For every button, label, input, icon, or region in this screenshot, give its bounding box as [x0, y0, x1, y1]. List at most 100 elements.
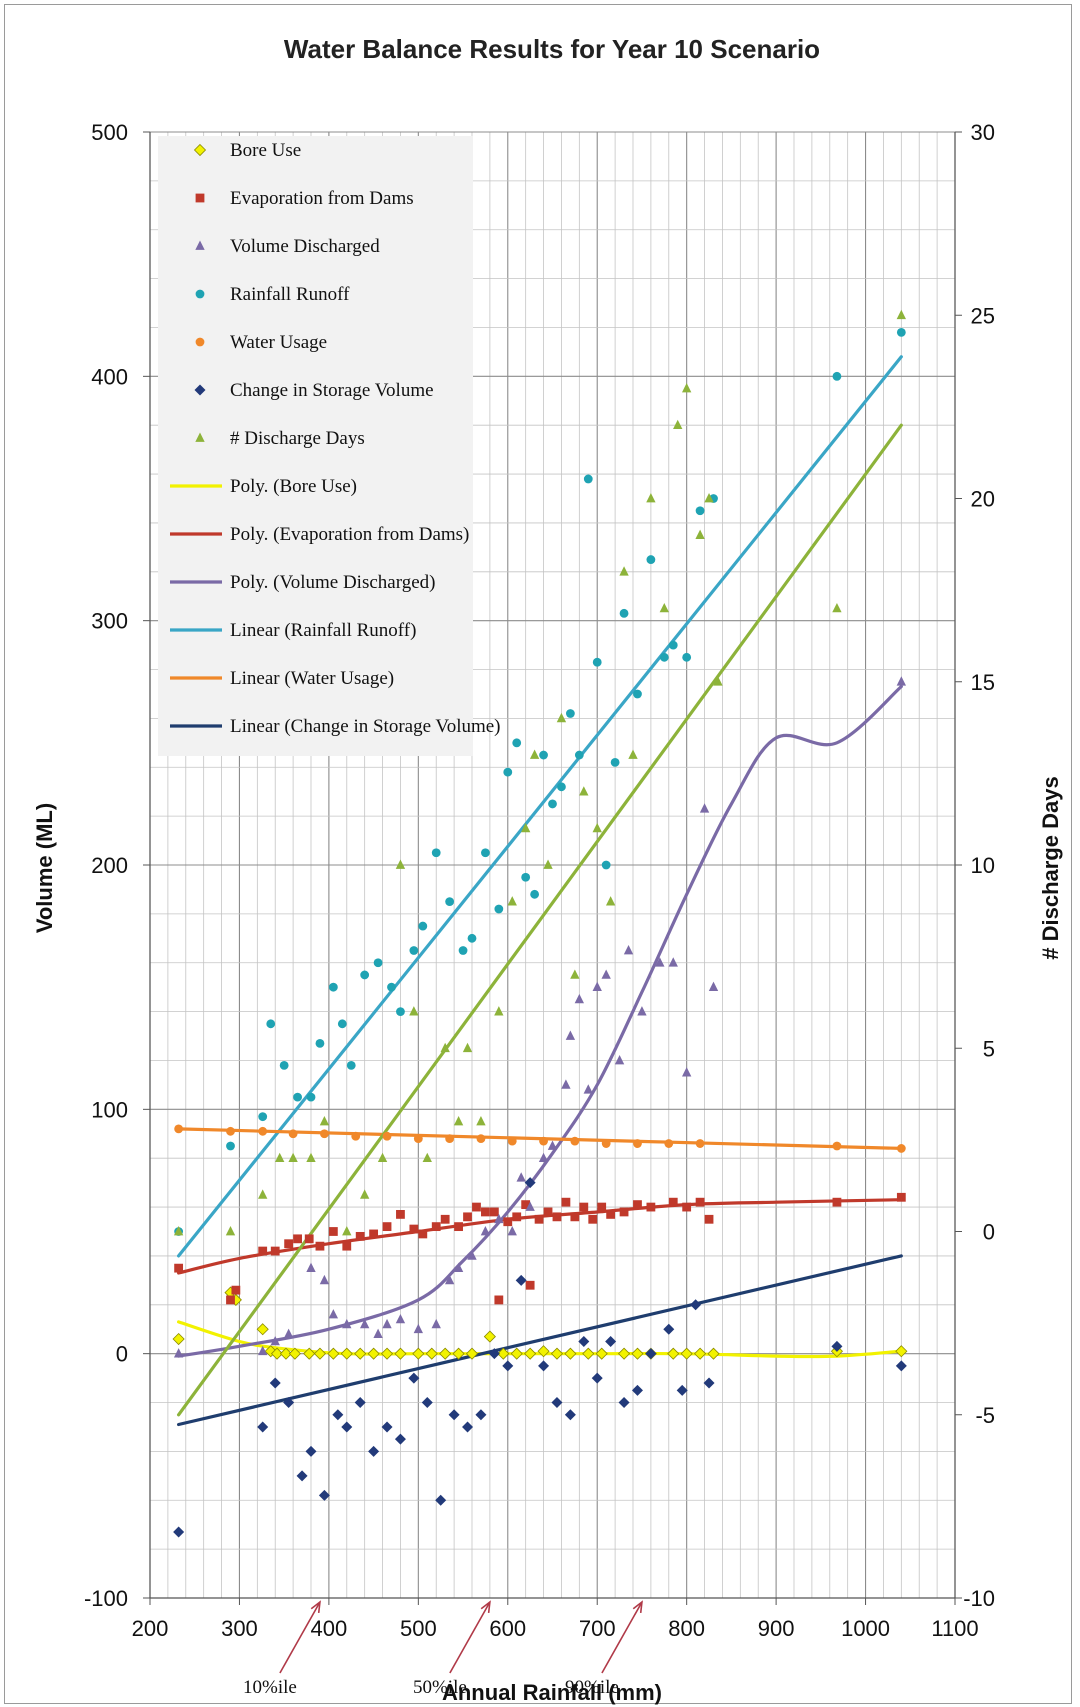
data-point [633, 689, 642, 699]
y2-tick-label: 5 [983, 1036, 995, 1061]
data-point [579, 1202, 589, 1212]
legend-marker [195, 193, 205, 203]
y2-tick-label: 20 [971, 487, 995, 512]
annotation-arrowhead [310, 1600, 321, 1614]
data-point [703, 1377, 715, 1389]
data-point [682, 1202, 692, 1212]
legend-label: Linear (Change in Storage Volume) [230, 716, 501, 737]
data-point [319, 1116, 330, 1126]
data-point [463, 1212, 472, 1222]
data-point [659, 652, 669, 662]
x-tick-label: 600 [489, 1616, 526, 1641]
data-point [494, 1006, 504, 1016]
y2-tick-label: 0 [983, 1220, 995, 1245]
y2-tick-label: 15 [971, 670, 995, 695]
data-point [269, 1377, 281, 1389]
data-point [279, 1347, 293, 1360]
data-point [831, 1340, 843, 1352]
data-point [570, 969, 580, 979]
data-point [467, 1250, 477, 1260]
data-point [448, 1409, 460, 1421]
annotation-arrowhead [480, 1600, 491, 1614]
data-point [418, 921, 428, 931]
legend-marker [195, 289, 205, 299]
annotation-arrowhead [632, 1600, 643, 1614]
data-point [592, 981, 602, 992]
data-point [539, 750, 548, 760]
data-point [288, 1347, 301, 1360]
data-point [646, 493, 656, 503]
data-point [895, 1360, 907, 1372]
data-point [173, 1348, 184, 1358]
x-tick-label: 700 [579, 1616, 616, 1641]
data-point [431, 1318, 441, 1329]
legend-marker [195, 240, 205, 250]
data-point [332, 1409, 344, 1421]
data-point [494, 1295, 504, 1305]
x-tick-label: 400 [311, 1616, 348, 1641]
data-point [409, 946, 419, 955]
data-point [412, 1347, 425, 1360]
x-tick-label: 500 [400, 1616, 437, 1641]
data-point [480, 1226, 491, 1236]
data-point [668, 640, 678, 650]
data-point [507, 1136, 517, 1146]
y-axis-label: Volume (ML) [32, 803, 57, 933]
data-point [619, 1207, 629, 1217]
annotation-arrow [601, 1601, 643, 1674]
data-point [258, 1126, 268, 1136]
data-point [431, 848, 441, 858]
data-point [476, 1134, 486, 1144]
data-point [231, 1285, 241, 1295]
chart-title: Water Balance Results for Year 10 Scenar… [284, 34, 820, 64]
data-point [439, 1347, 452, 1360]
data-point [313, 1347, 327, 1360]
annotation-label: 50%ile [413, 1677, 467, 1698]
data-point [614, 1054, 625, 1065]
data-point [283, 1328, 294, 1338]
data-point [279, 1060, 289, 1070]
data-point [606, 1209, 616, 1219]
data-point [351, 1131, 361, 1141]
data-point [704, 1214, 714, 1224]
data-point [421, 1397, 433, 1409]
data-point [319, 1274, 330, 1285]
data-point [605, 896, 616, 906]
data-point [454, 1222, 463, 1232]
data-point [521, 1200, 531, 1210]
y-tick-label: 300 [91, 609, 128, 634]
data-point [570, 1136, 580, 1146]
data-point [538, 1360, 550, 1372]
data-point [172, 1332, 185, 1346]
legend-marker [195, 337, 205, 347]
x-tick-label: 300 [221, 1616, 258, 1641]
data-point [695, 529, 705, 539]
data-point [552, 1212, 562, 1222]
data-point [303, 1347, 316, 1360]
data-point [543, 1207, 553, 1217]
y-tick-label: -100 [84, 1586, 128, 1611]
data-point [512, 738, 522, 748]
data-point [320, 1129, 329, 1139]
data-point [453, 1262, 464, 1272]
data-point [510, 1347, 523, 1360]
data-point [422, 1152, 432, 1163]
data-point [354, 1397, 366, 1409]
data-point [574, 993, 585, 1004]
legend-label: Linear (Rainfall Runoff) [230, 620, 416, 641]
data-point [306, 1152, 316, 1163]
data-point [601, 969, 611, 979]
data-point [284, 1239, 294, 1249]
data-point [645, 1348, 657, 1360]
data-point [425, 1347, 438, 1360]
data-point [275, 1152, 285, 1163]
data-point [682, 652, 692, 662]
axes: 200 300 400 500 600 700 800 900 1000 1100-1000100… [84, 120, 995, 1641]
data-point [659, 602, 669, 613]
data-point [583, 1084, 593, 1094]
data-point [588, 1214, 598, 1224]
data-point [396, 1007, 405, 1016]
data-point [382, 1222, 392, 1232]
data-point [257, 1421, 269, 1433]
data-point [341, 1421, 353, 1433]
